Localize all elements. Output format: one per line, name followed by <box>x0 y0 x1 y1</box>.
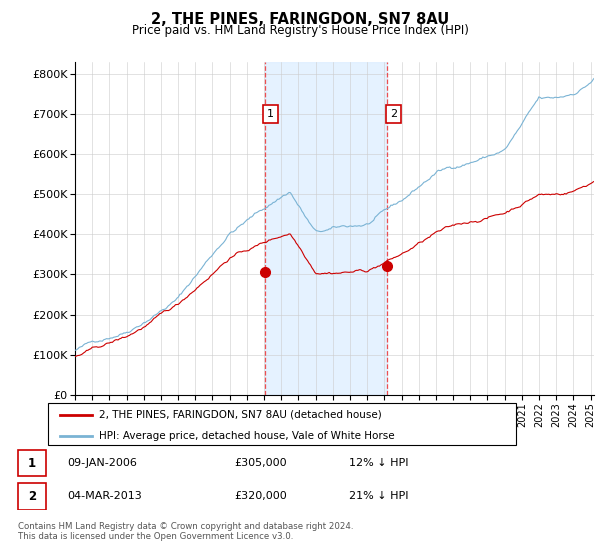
Text: 1: 1 <box>268 109 274 119</box>
Text: 2: 2 <box>28 490 36 503</box>
Text: HPI: Average price, detached house, Vale of White Horse: HPI: Average price, detached house, Vale… <box>100 431 395 441</box>
FancyBboxPatch shape <box>48 403 516 445</box>
Text: Contains HM Land Registry data © Crown copyright and database right 2024.
This d: Contains HM Land Registry data © Crown c… <box>18 522 353 542</box>
Text: £305,000: £305,000 <box>234 458 287 468</box>
Text: 2: 2 <box>390 109 397 119</box>
FancyBboxPatch shape <box>18 450 46 477</box>
Text: 2, THE PINES, FARINGDON, SN7 8AU (detached house): 2, THE PINES, FARINGDON, SN7 8AU (detach… <box>100 409 382 419</box>
Text: 04-MAR-2013: 04-MAR-2013 <box>67 491 142 501</box>
FancyBboxPatch shape <box>18 483 46 510</box>
Text: 12% ↓ HPI: 12% ↓ HPI <box>349 458 409 468</box>
Text: Price paid vs. HM Land Registry's House Price Index (HPI): Price paid vs. HM Land Registry's House … <box>131 24 469 37</box>
Text: £320,000: £320,000 <box>234 491 287 501</box>
Bar <box>265 62 387 395</box>
Text: 21% ↓ HPI: 21% ↓ HPI <box>349 491 409 501</box>
Text: 09-JAN-2006: 09-JAN-2006 <box>67 458 137 468</box>
Text: 2, THE PINES, FARINGDON, SN7 8AU: 2, THE PINES, FARINGDON, SN7 8AU <box>151 12 449 27</box>
Text: 1: 1 <box>28 456 36 469</box>
